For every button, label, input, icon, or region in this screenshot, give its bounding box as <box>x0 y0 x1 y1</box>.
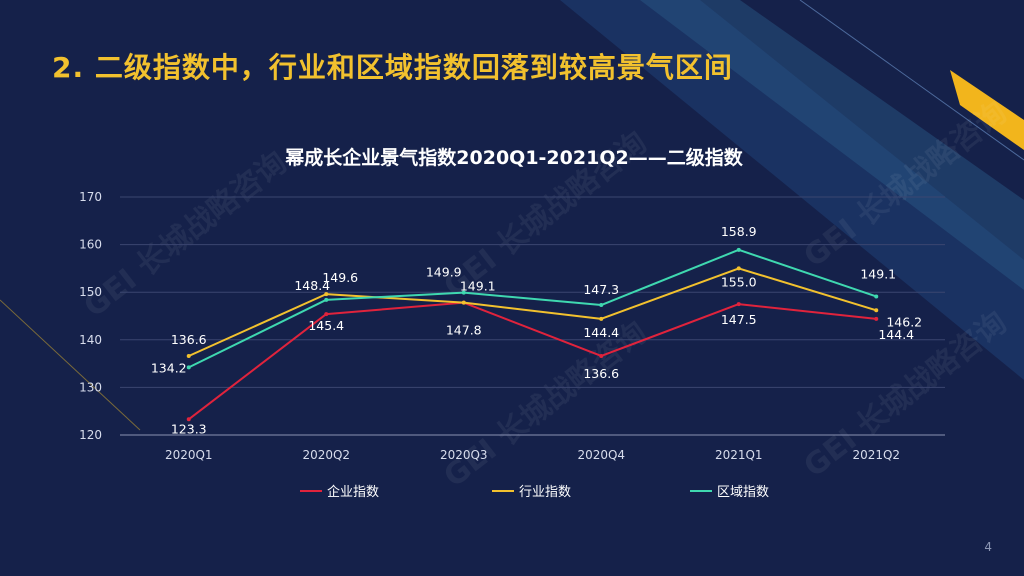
data-label: 147.5 <box>721 312 757 327</box>
legend-label: 企业指数 <box>327 484 379 500</box>
x-tick-label: 2020Q3 <box>440 448 488 462</box>
data-label: 136.6 <box>171 332 207 347</box>
slide-title: 2. 二级指数中，行业和区域指数回落到较高景气区间 <box>52 51 733 84</box>
legend-label: 区域指数 <box>717 485 769 500</box>
data-label: 149.9 <box>426 265 462 280</box>
thin-diagonal-line-left <box>0 299 141 431</box>
thin-diagonal-line <box>799 0 1024 161</box>
data-point <box>599 353 604 358</box>
data-label: 144.4 <box>878 327 914 342</box>
dark-diagonal-stripe <box>560 0 1024 380</box>
data-label: 146.2 <box>886 314 922 329</box>
chart-title: 幂成长企业景气指数2020Q1-2021Q2——二级指数 <box>285 147 743 169</box>
data-label: 149.1 <box>460 278 496 293</box>
data-point <box>874 316 879 321</box>
series-line-3 <box>188 248 877 369</box>
y-tick-label: 170 <box>79 190 102 204</box>
yellow-accent-stripe <box>950 70 1024 150</box>
light-diagonal-stripe <box>640 0 1024 290</box>
data-label: 123.3 <box>171 421 207 436</box>
x-tick-label: 2021Q1 <box>715 448 763 462</box>
data-label: 149.6 <box>322 270 358 285</box>
legend-label: 行业指数 <box>519 485 571 500</box>
data-label: 155.0 <box>721 274 757 289</box>
data-point <box>874 294 879 299</box>
data-label: 145.4 <box>308 318 344 333</box>
data-point <box>736 247 741 252</box>
data-label: 149.1 <box>860 266 896 281</box>
x-tick-label: 2020Q1 <box>165 448 213 462</box>
data-point <box>186 365 191 370</box>
data-point <box>324 292 329 297</box>
page-number: 4 <box>984 540 992 554</box>
data-point <box>736 302 741 307</box>
data-label: 136.6 <box>583 366 619 381</box>
data-point <box>874 308 879 313</box>
data-point <box>461 290 466 295</box>
data-point <box>324 312 329 317</box>
x-tick-label: 2020Q2 <box>302 448 350 462</box>
y-tick-label: 120 <box>79 428 102 442</box>
data-point <box>186 353 191 358</box>
data-point <box>599 316 604 321</box>
series-line-2 <box>188 267 877 357</box>
data-label: 147.3 <box>583 282 619 297</box>
data-point <box>324 297 329 302</box>
data-point <box>461 300 466 305</box>
data-label: 134.2 <box>151 360 187 375</box>
data-label: 148.4 <box>294 278 330 293</box>
data-label: 147.8 <box>446 323 482 338</box>
y-tick-label: 150 <box>79 285 102 299</box>
data-point <box>736 266 741 271</box>
data-point <box>186 417 191 422</box>
data-point <box>599 303 604 308</box>
series-line-1 <box>188 301 877 421</box>
x-tick-label: 2021Q2 <box>852 448 900 462</box>
data-label: 144.4 <box>583 325 619 340</box>
data-label: 158.9 <box>721 224 757 239</box>
y-tick-label: 140 <box>79 333 102 347</box>
x-tick-label: 2020Q4 <box>577 448 625 462</box>
y-tick-label: 160 <box>79 238 102 252</box>
y-tick-label: 130 <box>79 380 102 394</box>
